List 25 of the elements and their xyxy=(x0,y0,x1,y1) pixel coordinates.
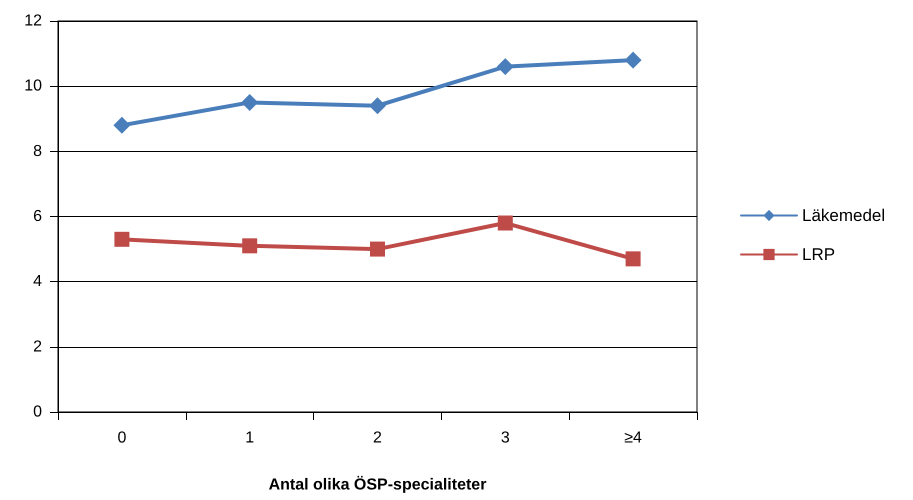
point xyxy=(241,94,258,111)
x-axis-title: Antal olika ÖSP-specialiteter xyxy=(268,476,486,494)
legend-label: Läkemedel xyxy=(802,206,886,225)
x-tick-label: ≥4 xyxy=(624,430,642,446)
point xyxy=(114,232,130,247)
point xyxy=(626,251,641,266)
y-tick-label: 10 xyxy=(24,78,42,95)
y-tick-label: 2 xyxy=(33,338,42,356)
x-tick-label: 1 xyxy=(245,430,254,446)
y-tick-label: 12 xyxy=(24,12,42,30)
point xyxy=(242,238,258,254)
x-tick-label: 0 xyxy=(117,430,126,446)
point xyxy=(498,216,513,231)
x-tick-label: 3 xyxy=(500,430,510,446)
x-tick-label: 2 xyxy=(373,430,382,446)
point xyxy=(113,116,130,134)
y-tick-label: 4 xyxy=(33,273,42,290)
y-tick-label: 0 xyxy=(33,404,42,420)
y-tick-label: 6 xyxy=(33,208,42,225)
point xyxy=(624,52,642,69)
point xyxy=(370,242,385,257)
y-tick-label: 8 xyxy=(33,142,42,160)
point xyxy=(369,97,386,114)
legend-label: LRP xyxy=(802,245,836,264)
point xyxy=(496,58,514,76)
